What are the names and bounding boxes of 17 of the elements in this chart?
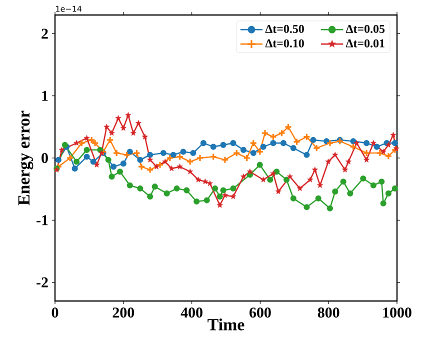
y-axis-title: Energy error xyxy=(18,110,34,206)
y-tick-label: 1 xyxy=(42,90,48,101)
legend-label: Δt=0.01 xyxy=(346,39,384,48)
x-tick-label: 600 xyxy=(250,308,271,318)
x-tick-label: 1000 xyxy=(383,308,412,318)
legend-label: Δt=0.10 xyxy=(265,39,304,48)
x-axis-title: Time xyxy=(208,318,244,330)
x-tick-label: 200 xyxy=(112,308,134,318)
x-tick-label: 400 xyxy=(180,308,202,318)
x-tick-label: 800 xyxy=(318,308,340,318)
y-tick-label: -1 xyxy=(36,215,48,226)
y-tick-label: -2 xyxy=(36,277,48,288)
legend-label: Δt=0.05 xyxy=(346,24,385,34)
y-tick-label: 0 xyxy=(42,152,48,164)
x-tick-label: 0 xyxy=(52,308,58,318)
y-tick-label: 2 xyxy=(42,28,48,39)
legend-label: Δt=0.50 xyxy=(265,24,304,34)
